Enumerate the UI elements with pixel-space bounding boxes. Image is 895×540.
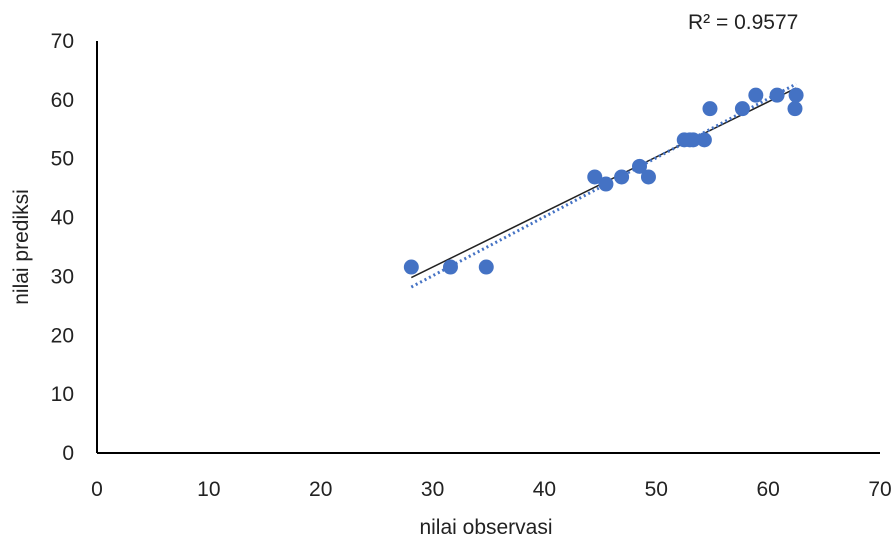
data-point	[696, 132, 712, 148]
data-point	[614, 169, 630, 185]
y-tick-label: 30	[51, 265, 74, 288]
y-tick-label: 10	[51, 383, 74, 406]
r-squared-label: R² = 0.9577	[688, 11, 798, 34]
x-tick-labels: 0 10 20 30 40 50 60 70	[91, 478, 892, 501]
y-tick-label: 0	[62, 442, 74, 465]
axes-layer	[96, 41, 880, 454]
x-tick-label: 50	[645, 478, 668, 501]
data-point	[640, 169, 656, 185]
data-point	[702, 101, 718, 117]
y-tick-label: 50	[51, 148, 74, 171]
y-tick-label: 20	[51, 324, 74, 347]
x-tick-label: 60	[756, 478, 779, 501]
data-point	[788, 87, 804, 103]
data-point	[734, 101, 750, 117]
y-tick-label: 70	[51, 30, 74, 53]
data-point	[685, 132, 701, 148]
data-point	[787, 101, 803, 117]
y-axis-title: nilai prediksi	[10, 189, 33, 305]
data-point	[632, 158, 648, 174]
y-tick-label: 40	[51, 207, 74, 230]
data-point	[442, 259, 458, 275]
data-point	[769, 87, 785, 103]
data-point	[748, 87, 764, 103]
points-layer	[403, 87, 804, 275]
data-point	[587, 169, 603, 185]
x-tick-label: 0	[91, 478, 103, 501]
data-point	[403, 259, 419, 275]
data-point	[598, 176, 614, 192]
y-tick-labels: 0 10 20 30 40 50 60 70	[51, 30, 74, 465]
x-tick-label: 10	[197, 478, 220, 501]
data-point	[478, 259, 494, 275]
x-tick-label: 20	[309, 478, 332, 501]
x-tick-label: 30	[421, 478, 444, 501]
x-axis-title: nilai observasi	[419, 516, 552, 539]
x-tick-label: 40	[533, 478, 556, 501]
x-tick-label: 70	[868, 478, 891, 501]
y-tick-label: 60	[51, 89, 74, 112]
